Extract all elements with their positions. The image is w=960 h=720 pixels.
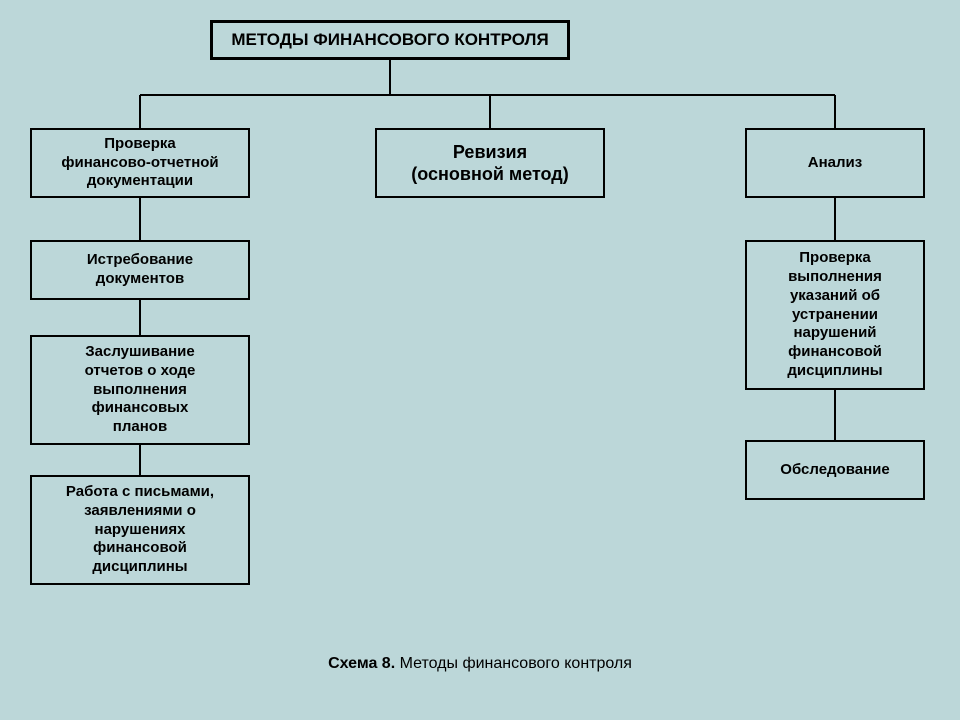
node-root: МЕТОДЫ ФИНАНСОВОГО КОНТРОЛЯ <box>210 20 570 60</box>
caption-bold: Схема 8. <box>328 655 395 672</box>
node-left3: Заслушиваниеотчетов о ходевыполненияфина… <box>30 335 250 445</box>
node-center1: Ревизия(основной метод) <box>375 128 605 198</box>
diagram-canvas: МЕТОДЫ ФИНАНСОВОГО КОНТРОЛЯ Проверкафина… <box>0 0 960 720</box>
node-left1: Проверкафинансово-отчетнойдокументации <box>30 128 250 198</box>
node-right3: Обследование <box>745 440 925 500</box>
node-right1: Анализ <box>745 128 925 198</box>
node-left2: Истребованиедокументов <box>30 240 250 300</box>
diagram-caption: Схема 8. Методы финансового контроля <box>0 655 960 673</box>
caption-rest: Методы финансового контроля <box>395 655 632 672</box>
node-right2: Проверкавыполненияуказаний обустранениин… <box>745 240 925 390</box>
node-left4: Работа с письмами,заявлениями онарушения… <box>30 475 250 585</box>
